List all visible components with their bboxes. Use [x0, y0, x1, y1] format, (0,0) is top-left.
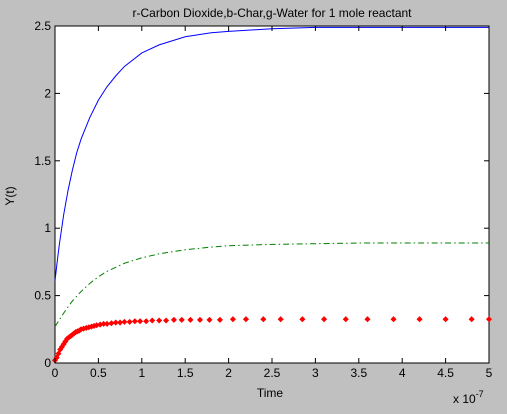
series-2-point [163, 317, 170, 324]
y-tick-label: 0.5 [34, 289, 51, 303]
y-tick-label: 1.5 [34, 154, 51, 168]
x-tick-label: 2.5 [264, 366, 281, 380]
x-tick-label: 3 [312, 366, 319, 380]
series-2-point [206, 316, 213, 323]
series-2-point [260, 316, 267, 323]
chart-title: r-Carbon Dioxide,b-Char,g-Water for 1 mo… [133, 6, 413, 20]
x-tick-label: 1.5 [177, 366, 194, 380]
x-exponent-power: -7 [476, 389, 484, 399]
series-2-point [112, 319, 119, 326]
series-2-point [229, 316, 236, 323]
y-tick-label: 1 [44, 221, 51, 235]
series-2-point [277, 316, 284, 323]
series-2-point [342, 316, 349, 323]
y-tick-label: 2 [44, 86, 51, 100]
series-2-point [216, 316, 223, 323]
x-tick-label: 0.5 [90, 366, 107, 380]
y-tick-label: 0 [44, 356, 51, 370]
x-tick-label: 1 [138, 366, 145, 380]
x-tick-label: 4.5 [437, 366, 454, 380]
x-tick-label: 0 [52, 366, 59, 380]
series-2-point [137, 318, 144, 325]
series-1-line [54, 242, 489, 327]
x-tick-label: 5 [486, 366, 493, 380]
series-2-point [196, 316, 203, 323]
series-2-point [131, 318, 138, 325]
series-2-point [149, 317, 156, 324]
series-2-point [442, 316, 449, 323]
series-2-point [242, 316, 249, 323]
x-exponent-label: x 10-7 [453, 389, 484, 406]
series-2-point [299, 316, 306, 323]
x-exponent-base: x 10 [453, 392, 476, 406]
x-tick-label: 3.5 [350, 366, 367, 380]
x-tick-label: 4 [399, 366, 406, 380]
series-2-point [416, 316, 423, 323]
series-2-point [143, 318, 150, 325]
series-2-point [170, 316, 177, 323]
ticks-layer: 0 0.5 1 1.5 2 2.5 3 3.5 4 4.5 5 0 0.5 1 1.5 2 2.5 [34, 19, 492, 380]
series-2-point [187, 316, 194, 323]
series-2-point [121, 318, 128, 325]
series-2-point [126, 318, 133, 325]
plot-area [54, 25, 490, 364]
y-axis-label: Y(t) [3, 186, 17, 205]
series-2-point [178, 316, 185, 323]
x-axis-label: Time [257, 386, 284, 400]
series-2-point [390, 316, 397, 323]
series-layer [51, 26, 493, 364]
series-2-point [364, 316, 371, 323]
series-2-point [485, 316, 493, 323]
x-tick-label: 2 [225, 366, 232, 380]
series-2-point [321, 316, 328, 323]
series-2-point [55, 350, 62, 357]
series-2-point [468, 316, 475, 323]
series-2-markers [51, 316, 493, 364]
series-0-line [54, 26, 489, 281]
y-tick-label: 2.5 [34, 19, 51, 33]
series-2-point [156, 317, 163, 324]
